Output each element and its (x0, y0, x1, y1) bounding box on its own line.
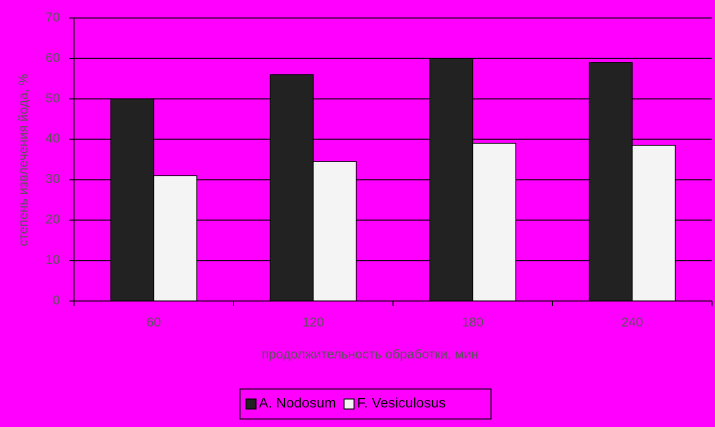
y-tick-label: 60 (46, 50, 60, 65)
bar (110, 98, 155, 302)
y-tick-label: 50 (46, 90, 60, 105)
bar (153, 175, 198, 302)
y-tick-label: 20 (46, 212, 60, 227)
bar (472, 142, 517, 302)
x-tick-label: 120 (302, 314, 324, 329)
x-tick-label: 180 (462, 314, 484, 329)
bar (588, 62, 633, 302)
bar (429, 58, 474, 302)
y-tick-label: 70 (46, 9, 60, 24)
x-axis-label: продолжительность обработки, мин (262, 346, 479, 361)
bar (631, 144, 676, 302)
y-tick-label: 10 (46, 252, 60, 267)
bar (312, 161, 357, 302)
y-tick-label: 0 (53, 292, 60, 307)
x-tick-label: 240 (621, 314, 643, 329)
legend-box (239, 388, 492, 420)
legend-label: F. Vesiculosus (357, 395, 446, 411)
legend-swatch (245, 398, 257, 410)
bar (269, 74, 314, 302)
y-tick-label: 40 (46, 131, 60, 146)
legend-label: A. Nodosum (259, 395, 336, 411)
x-tick-label: 60 (147, 314, 161, 329)
legend-swatch (343, 398, 355, 410)
y-tick-label: 30 (46, 171, 60, 186)
y-axis-label: степень извлечения йода, % (15, 73, 30, 246)
